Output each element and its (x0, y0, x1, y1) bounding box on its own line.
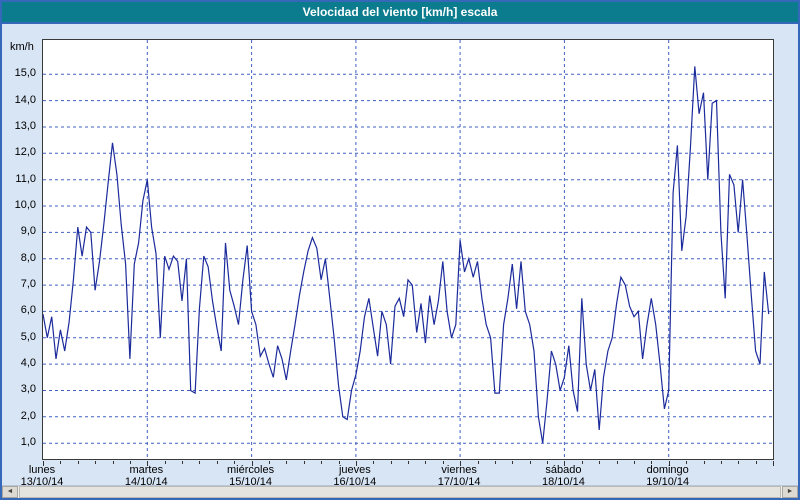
axis-tick (182, 461, 183, 464)
axis-tick (164, 461, 166, 464)
axis-tick (564, 461, 566, 466)
axis-tick (720, 461, 722, 464)
axis-tick (303, 461, 305, 464)
axis-tick (773, 461, 774, 466)
axis-tick (390, 461, 392, 464)
title-bar: Velocidad del viento [km/h] escala (2, 2, 798, 24)
axis-tick (425, 461, 427, 464)
axis-tick (77, 461, 79, 464)
axis-tick (43, 461, 44, 466)
axis-tick (286, 461, 288, 464)
plot-area (42, 39, 774, 460)
axis-tick (251, 461, 253, 466)
axis-tick (442, 461, 444, 464)
axis-tick (95, 461, 97, 464)
axis-tick (112, 461, 114, 464)
y-tick-label: 6,0 (20, 304, 36, 317)
axis-tick (703, 461, 705, 464)
axis-tick (216, 461, 218, 464)
axis-tick (512, 461, 514, 464)
scroll-right-button[interactable]: ► (782, 486, 798, 498)
scrollbar-thumb[interactable] (19, 486, 781, 498)
y-tick-label: 2,0 (20, 409, 36, 422)
horizontal-scrollbar[interactable]: ◄ ► (2, 485, 798, 498)
axis-tick (338, 461, 340, 464)
y-tick-label: 13,0 (14, 119, 36, 132)
axis-tick (581, 461, 583, 464)
axis-tick (755, 461, 757, 464)
axis-tick (616, 461, 618, 464)
y-tick-label: 1,0 (20, 436, 36, 449)
axis-tick (460, 461, 462, 466)
axis-tick (477, 461, 479, 464)
y-tick-label: 4,0 (20, 357, 36, 370)
axis-tick (60, 461, 62, 464)
axis-tick (147, 461, 149, 466)
axis-tick (547, 461, 548, 464)
chart-area: km/h 15,0 14,0 13,0 12,0 11,0 10,0 9,0 8,0 7,0 6,… (2, 24, 798, 488)
y-tick-label: 3,0 (20, 383, 36, 396)
y-axis-unit-label: km/h (10, 41, 34, 53)
axis-tick (234, 461, 236, 464)
axis-tick (408, 461, 409, 464)
scroll-left-button[interactable]: ◄ (2, 486, 18, 498)
axis-tick (651, 461, 653, 464)
axis-tick (129, 461, 131, 464)
y-axis-labels: 15,0 14,0 13,0 12,0 11,0 10,0 9,0 8,0 7,0 6,0 5,0 4… (2, 24, 38, 479)
axis-tick (738, 461, 740, 464)
y-tick-label: 7,0 (20, 278, 36, 291)
axis-tick (686, 461, 688, 464)
y-tick-label: 8,0 (20, 251, 36, 264)
axis-tick (668, 461, 670, 466)
chart-title: Velocidad del viento [km/h] escala (302, 5, 498, 19)
axis-tick (599, 461, 601, 464)
y-tick-label: 15,0 (14, 67, 36, 80)
axis-tick (494, 461, 496, 464)
axis-tick (269, 461, 270, 464)
y-tick-label: 12,0 (14, 146, 36, 159)
y-tick-label: 14,0 (14, 93, 36, 106)
wind-speed-line-chart (43, 40, 773, 459)
axis-tick (529, 461, 531, 464)
axis-tick (634, 461, 635, 464)
y-tick-label: 10,0 (14, 199, 36, 212)
axis-tick (373, 461, 375, 464)
y-tick-label: 9,0 (20, 225, 36, 238)
axis-tick (321, 461, 323, 464)
x-axis-ticks (43, 461, 774, 467)
axis-tick (199, 461, 201, 464)
y-tick-label: 11,0 (15, 172, 36, 185)
axis-tick (355, 461, 357, 466)
y-tick-label: 5,0 (20, 330, 36, 343)
